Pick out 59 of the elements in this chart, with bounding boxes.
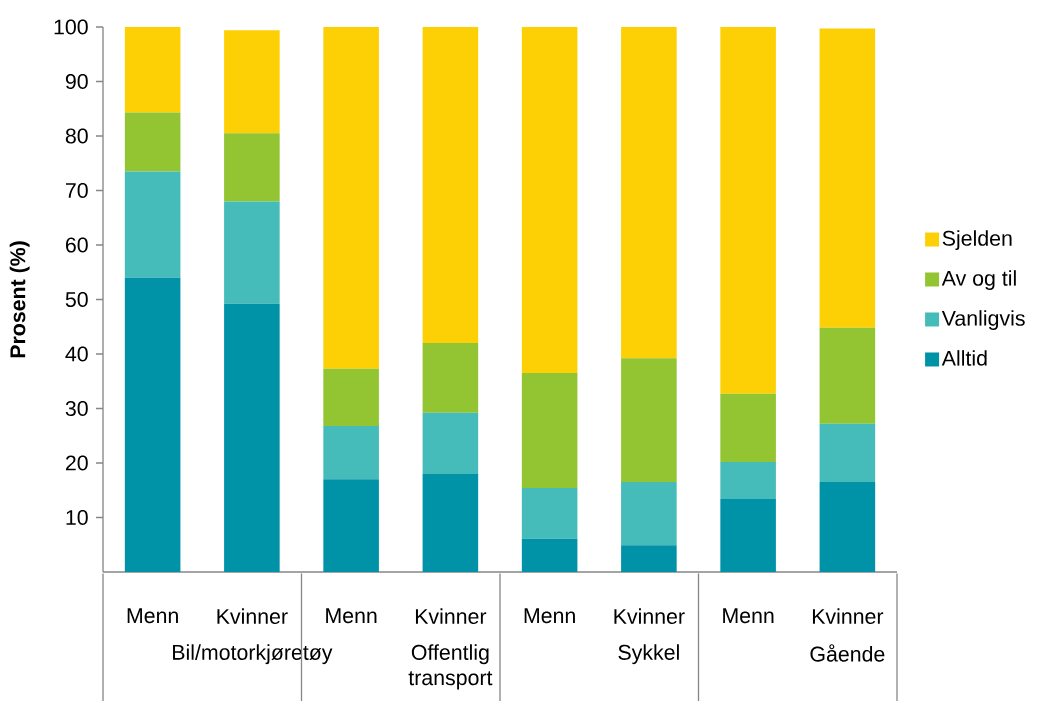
bar (422, 473, 479, 572)
x-tick-label: Menn (524, 608, 575, 624)
y-tick-label: 50 (65, 291, 88, 308)
bar (521, 488, 578, 539)
y-tick-label: 30 (65, 400, 88, 417)
y-tick-label: 20 (65, 455, 88, 471)
legend-label: Vanligvis (941, 310, 1025, 331)
x-tick-label: Menn (127, 608, 178, 624)
x-tick-label: Menn (723, 608, 774, 624)
y-tick-label: 70 (65, 182, 88, 199)
bar (422, 26, 479, 344)
x-tick-label: Menn (326, 608, 377, 624)
legend-label: Sjelden (942, 230, 1012, 251)
x-tick-label: Kvinner (614, 608, 685, 625)
bar (621, 358, 677, 483)
y-tick-label: 10 (66, 509, 88, 526)
bar (323, 26, 379, 369)
bar (819, 423, 876, 483)
x-tick-label: Kvinner (812, 608, 884, 625)
bar (521, 538, 578, 572)
bar (124, 26, 181, 113)
y-tick-label: 60 (65, 237, 88, 253)
bar (124, 171, 181, 278)
bar (621, 26, 677, 359)
y-axis-title: Prosent (%) (9, 241, 30, 358)
bar (422, 343, 479, 413)
bar (124, 112, 181, 172)
legend-label: Av og til (941, 270, 1016, 291)
bar (521, 373, 578, 489)
y-tick-label: 80 (65, 128, 88, 144)
text: Sykkel (618, 644, 679, 665)
text: Gående (810, 644, 885, 662)
bar (224, 133, 280, 202)
bar (819, 28, 876, 328)
bar (323, 368, 379, 426)
bar (422, 412, 479, 474)
text: Bil/motorkjøretøy (173, 644, 333, 665)
bar (621, 482, 677, 546)
bar (720, 461, 776, 499)
bar (819, 482, 876, 572)
bar (521, 26, 578, 374)
bar (323, 479, 379, 572)
bar (720, 26, 776, 394)
y-tick-label: 40 (65, 346, 88, 362)
y-tick-label: 90 (65, 73, 88, 90)
text: Offentlig transport (408, 644, 493, 690)
bar (720, 498, 776, 572)
bar (323, 425, 379, 480)
y-tick-label: 100 (54, 19, 88, 35)
bar (124, 277, 181, 572)
x-tick-label: Kvinner (217, 608, 288, 625)
legend-label: Alltid (941, 350, 987, 366)
bar (621, 545, 677, 572)
bar (224, 30, 280, 134)
bar (720, 393, 776, 462)
bar (224, 201, 280, 304)
bar (819, 327, 876, 424)
bar (224, 303, 280, 572)
x-tick-label: Kvinner (415, 608, 487, 625)
